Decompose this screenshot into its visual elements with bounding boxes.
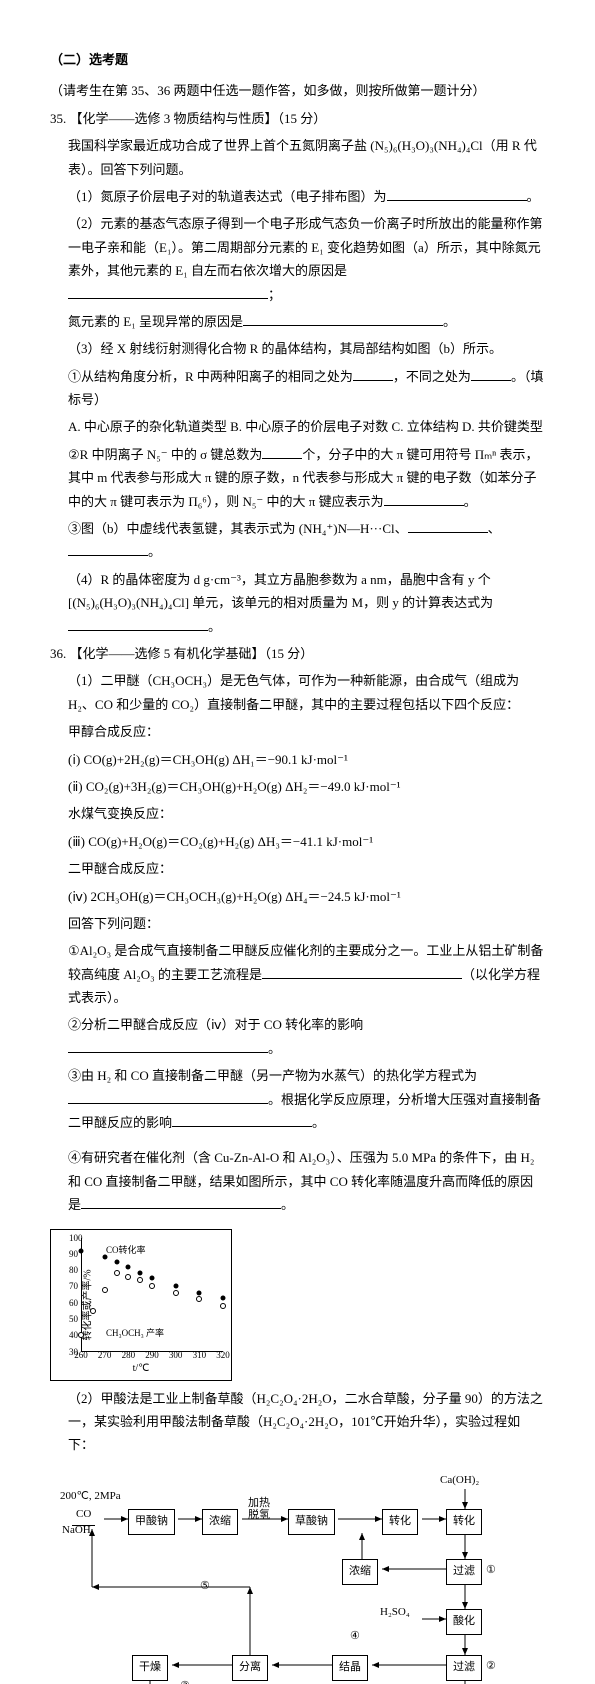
flow-b8: 过滤	[446, 1655, 482, 1681]
flow-b4: 转化	[382, 1509, 418, 1535]
r2a: (ⅲ) CO(g)+H₂O(g)＝CO₂(g)+H₂(g) ΔH₃＝−41.1 …	[50, 830, 545, 853]
flow-b9: 结晶	[332, 1655, 368, 1681]
q35-3a: （3）经 X 射线衍射测得化合物 R 的晶体结构，其局部结构如图（b）所示。	[50, 337, 545, 360]
q35-2a: （2）元素的基态气态原子得到一个电子形成气态负一价离子时所放出的能量称作第一电子…	[50, 212, 545, 306]
blank	[172, 1113, 312, 1127]
blank	[262, 965, 462, 979]
flow-c7: ④	[350, 1627, 360, 1647]
flow-b10: 分离	[232, 1655, 268, 1681]
flow-b2lbl: 加热脱氢	[248, 1497, 270, 1521]
blank	[262, 445, 302, 459]
flow-b5a: 转化	[446, 1509, 482, 1535]
blank	[68, 1039, 268, 1053]
flow-b7: 酸化	[446, 1609, 482, 1635]
flow-b1: 甲酸钠	[128, 1509, 175, 1535]
flow-naoh: NaOH	[62, 1521, 91, 1541]
q35-title: 35. 【化学——选修 3 物质结构与性质】（15 分）	[50, 107, 545, 130]
qa2: ②分析二甲醚合成反应（ⅳ）对于 CO 转化率的影响。	[50, 1013, 545, 1060]
flow-b5: 过滤	[446, 1559, 482, 1585]
series1-label: CO转化率	[106, 1242, 146, 1258]
blank	[68, 542, 148, 556]
flow-c5: ①	[486, 1561, 496, 1581]
blank	[68, 285, 268, 299]
qa: 回答下列问题：	[50, 912, 545, 935]
r1-label: 甲醇合成反应：	[50, 720, 545, 743]
q35-1: （1）氮原子价层电子对的轨道表达式（电子排布图）为。	[50, 185, 545, 208]
q35-3iii: ③图（b）中虚线代表氢键，其表示式为 (NH₄⁺)N—H···Cl、、。	[50, 517, 545, 564]
blank	[68, 1090, 268, 1104]
flow-c6: ⑤	[200, 1577, 210, 1597]
q35-3opt: A. 中心原子的杂化轨道类型 B. 中心原子的价层电子对数 C. 立体结构 D.…	[50, 415, 545, 438]
flow-c11: ③	[180, 1677, 190, 1684]
flow-h2so4: H₂SO₄	[380, 1603, 410, 1623]
qa1: ①Al₂O₃ 是合成气直接制备二甲醚反应催化剂的主要成分之一。工业上从铝土矿制备…	[50, 939, 545, 1009]
flow-b11: 干燥	[132, 1655, 168, 1681]
flow-c8: ②	[486, 1657, 496, 1677]
section-header: （二）选考题	[50, 48, 545, 71]
blank	[81, 1195, 281, 1209]
flow-b2: 浓缩	[202, 1509, 238, 1535]
q35-2b: 氮元素的 E₁ 呈现异常的原因是。	[50, 310, 545, 333]
blank	[408, 519, 488, 533]
flowchart: 200℃, 2MPa CO NaOH 甲酸钠 浓缩 加热脱氢 草酸钠 Ca(OH…	[50, 1467, 545, 1684]
q36-2-intro: （2）甲酸法是工业上制备草酸（H₂C₂O₄·2H₂O，二水合草酸，分子量 90）…	[50, 1387, 545, 1457]
conversion-chart: 转化率或产率/% t/℃ CO转化率 CH₃OCH₃ 产率 3040506070…	[50, 1229, 232, 1381]
flow-caoh: Ca(OH)₂	[440, 1471, 479, 1491]
q35-4: （4）R 的晶体密度为 d g·cm⁻³，其立方晶胞参数为 a nm，晶胞中含有…	[50, 568, 545, 638]
q35-intro: 我国科学家最近成功合成了世界上首个五氮阴离子盐 (N₅)₆(H₃O)₃(NH₄)…	[50, 134, 545, 181]
blank	[471, 367, 511, 381]
blank	[384, 492, 464, 506]
qa4: ④有研究者在催化剂（含 Cu-Zn-Al-O 和 Al₂O₃）、压强为 5.0 …	[50, 1146, 545, 1216]
blank	[68, 617, 208, 631]
q36-title: 36. 【化学——选修 5 有机化学基础】（15 分）	[50, 642, 545, 665]
r3-label: 二甲醚合成反应：	[50, 857, 545, 880]
flow-cond: 200℃, 2MPa	[60, 1487, 121, 1507]
section-note: （请考生在第 35、36 两题中任选一题作答，如多做，则按所做第一题计分）	[50, 79, 545, 102]
q35-3i: ①从结构角度分析，R 中两种阳离子的相同之处为，不同之处为。（填标号）	[50, 365, 545, 412]
blank	[243, 312, 443, 326]
r2-label: 水煤气变换反应：	[50, 802, 545, 825]
r1b: (ⅱ) CO₂(g)+3H₂(g)＝CH₃OH(g)+H₂O(g) ΔH₂＝−4…	[50, 775, 545, 798]
q35-3ii: ②R 中阴离子 N₅⁻ 中的 σ 键总数为个，分子中的大 π 键可用符号 Πₘⁿ…	[50, 443, 545, 513]
qa3: ③由 H₂ 和 CO 直接制备二甲醚（另一产物为水蒸气）的热化学方程式为。根据化…	[50, 1064, 545, 1134]
flow-b6: 浓缩	[342, 1559, 378, 1585]
q36-intro: （1）二甲醚（CH₃OCH₃）是无色气体，可作为一种新能源，由合成气（组成为 H…	[50, 669, 545, 716]
flow-b3: 草酸钠	[288, 1509, 335, 1535]
series2-label: CH₃OCH₃ 产率	[106, 1325, 164, 1341]
blank	[353, 367, 393, 381]
r3a: (ⅳ) 2CH₃OH(g)＝CH₃OCH₃(g)+H₂O(g) ΔH₄＝−24.…	[50, 885, 545, 908]
r1a: (ⅰ) CO(g)+2H₂(g)＝CH₃OH(g) ΔH₁＝−90.1 kJ·m…	[50, 748, 545, 771]
blank	[387, 187, 527, 201]
